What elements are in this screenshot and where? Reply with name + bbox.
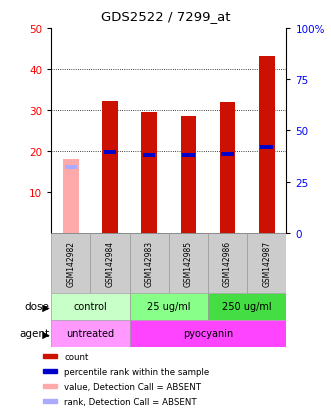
Bar — [208, 293, 286, 320]
Bar — [130, 293, 208, 320]
Bar — [181, 117, 196, 233]
Bar — [43, 399, 57, 403]
Text: value, Detection Call = ABSENT: value, Detection Call = ABSENT — [64, 382, 201, 391]
Text: ▶: ▶ — [35, 328, 49, 339]
Text: ▶: ▶ — [35, 301, 49, 312]
Text: pyocyanin: pyocyanin — [183, 328, 233, 339]
Text: GSM142987: GSM142987 — [262, 240, 271, 286]
Bar — [259, 57, 274, 233]
Bar — [220, 102, 235, 233]
Bar — [130, 320, 286, 347]
Text: GSM142986: GSM142986 — [223, 240, 232, 286]
Bar — [208, 233, 247, 293]
Bar — [51, 293, 130, 320]
Bar — [51, 233, 90, 293]
Bar — [130, 233, 169, 293]
Text: GSM142985: GSM142985 — [184, 240, 193, 286]
Text: 250 ug/ml: 250 ug/ml — [222, 301, 272, 312]
Bar — [63, 160, 79, 233]
Bar — [43, 370, 57, 373]
Text: count: count — [64, 352, 88, 361]
Text: rank, Detection Call = ABSENT: rank, Detection Call = ABSENT — [64, 396, 197, 406]
Text: 25 ug/ml: 25 ug/ml — [147, 301, 191, 312]
Text: dose: dose — [25, 301, 50, 312]
Text: agent: agent — [20, 328, 50, 339]
Text: GDS2522 / 7299_at: GDS2522 / 7299_at — [101, 10, 230, 23]
Text: percentile rank within the sample: percentile rank within the sample — [64, 367, 210, 376]
Bar — [43, 354, 57, 358]
Text: GSM142984: GSM142984 — [106, 240, 115, 286]
Bar — [182, 154, 195, 158]
Bar — [51, 320, 130, 347]
Bar — [43, 385, 57, 388]
Bar — [247, 233, 286, 293]
Bar — [104, 150, 116, 154]
Text: GSM142983: GSM142983 — [145, 240, 154, 286]
Bar — [141, 113, 157, 233]
Text: untreated: untreated — [67, 328, 115, 339]
Bar — [65, 166, 77, 170]
Bar — [169, 233, 208, 293]
Text: GSM142982: GSM142982 — [67, 240, 75, 286]
Bar — [221, 153, 234, 157]
Bar — [143, 154, 156, 158]
Bar — [102, 101, 118, 233]
Bar — [90, 233, 130, 293]
Bar — [260, 145, 273, 150]
Text: control: control — [73, 301, 107, 312]
